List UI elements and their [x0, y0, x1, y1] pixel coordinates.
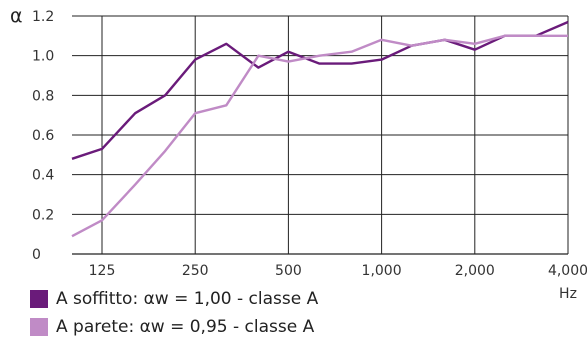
x-tick-label: 4,000 [548, 263, 587, 279]
x-tick-label: 500 [275, 263, 302, 279]
grid-lines [72, 15, 569, 254]
legend-label-parete: A parete [56, 317, 129, 337]
legend-swatch-parete [30, 318, 48, 336]
x-tick-label: 250 [182, 263, 209, 279]
x-tick-label: 2,000 [455, 263, 495, 279]
legend-item-soffitto: A soffitto: αw = 1,00 - classe A [30, 288, 318, 310]
y-tick-label: 0.6 [32, 128, 54, 144]
legend-suffix-soffitto: : αw = 1,00 - classe A [132, 289, 319, 309]
y-tick-label: 1.0 [32, 49, 54, 65]
y-tick-label: 1.2 [32, 9, 54, 25]
y-tick-label: 0 [32, 247, 41, 263]
y-tick-label: 0.2 [32, 207, 54, 223]
y-tick-label: 0.4 [32, 168, 54, 184]
series-line-soffitto [71, 20, 569, 160]
y-tick-label: 0.8 [32, 88, 54, 104]
x-tick-label: 125 [89, 263, 116, 279]
legend-swatch-soffitto [30, 290, 48, 308]
x-axis-label: Hz [559, 286, 577, 302]
legend-label-soffitto: A soffitto [56, 289, 133, 309]
series-line-parete [71, 34, 568, 238]
x-tick-label: 1,000 [362, 263, 402, 279]
axis-labels: 0 0.2 0.4 0.6 0.8 1.0 1.2 α 125 250 500 1,000 2,000 4… [10, 5, 587, 302]
legend-suffix-parete: : αw = 0,95 - classe A [128, 317, 315, 337]
legend-item-parete: A parete: αw = 0,95 - classe A [30, 316, 314, 338]
y-axis-label: α [10, 5, 23, 27]
series-layer [71, 20, 569, 238]
